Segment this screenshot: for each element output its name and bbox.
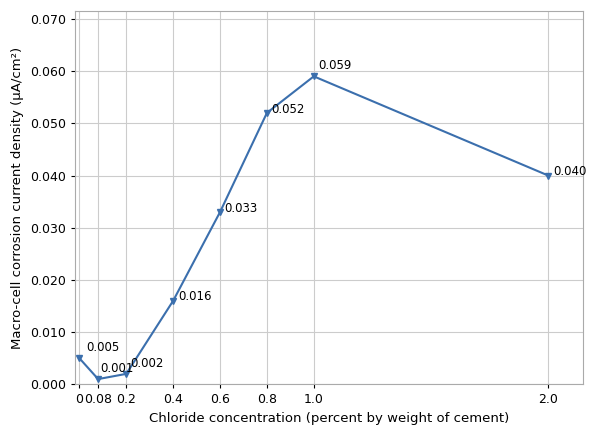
Text: 0.052: 0.052 <box>272 102 305 116</box>
Text: 0.033: 0.033 <box>225 202 258 215</box>
X-axis label: Chloride concentration (percent by weight of cement): Chloride concentration (percent by weigh… <box>149 412 509 425</box>
Text: 0.005: 0.005 <box>86 341 119 354</box>
Text: 0.040: 0.040 <box>553 165 586 178</box>
Text: 0.001: 0.001 <box>100 362 133 375</box>
Text: 0.002: 0.002 <box>130 357 163 370</box>
Text: 0.059: 0.059 <box>319 59 352 72</box>
Y-axis label: Macro-cell corrosion current density (μA/cm²): Macro-cell corrosion current density (μA… <box>11 47 24 349</box>
Text: 0.016: 0.016 <box>178 290 211 303</box>
